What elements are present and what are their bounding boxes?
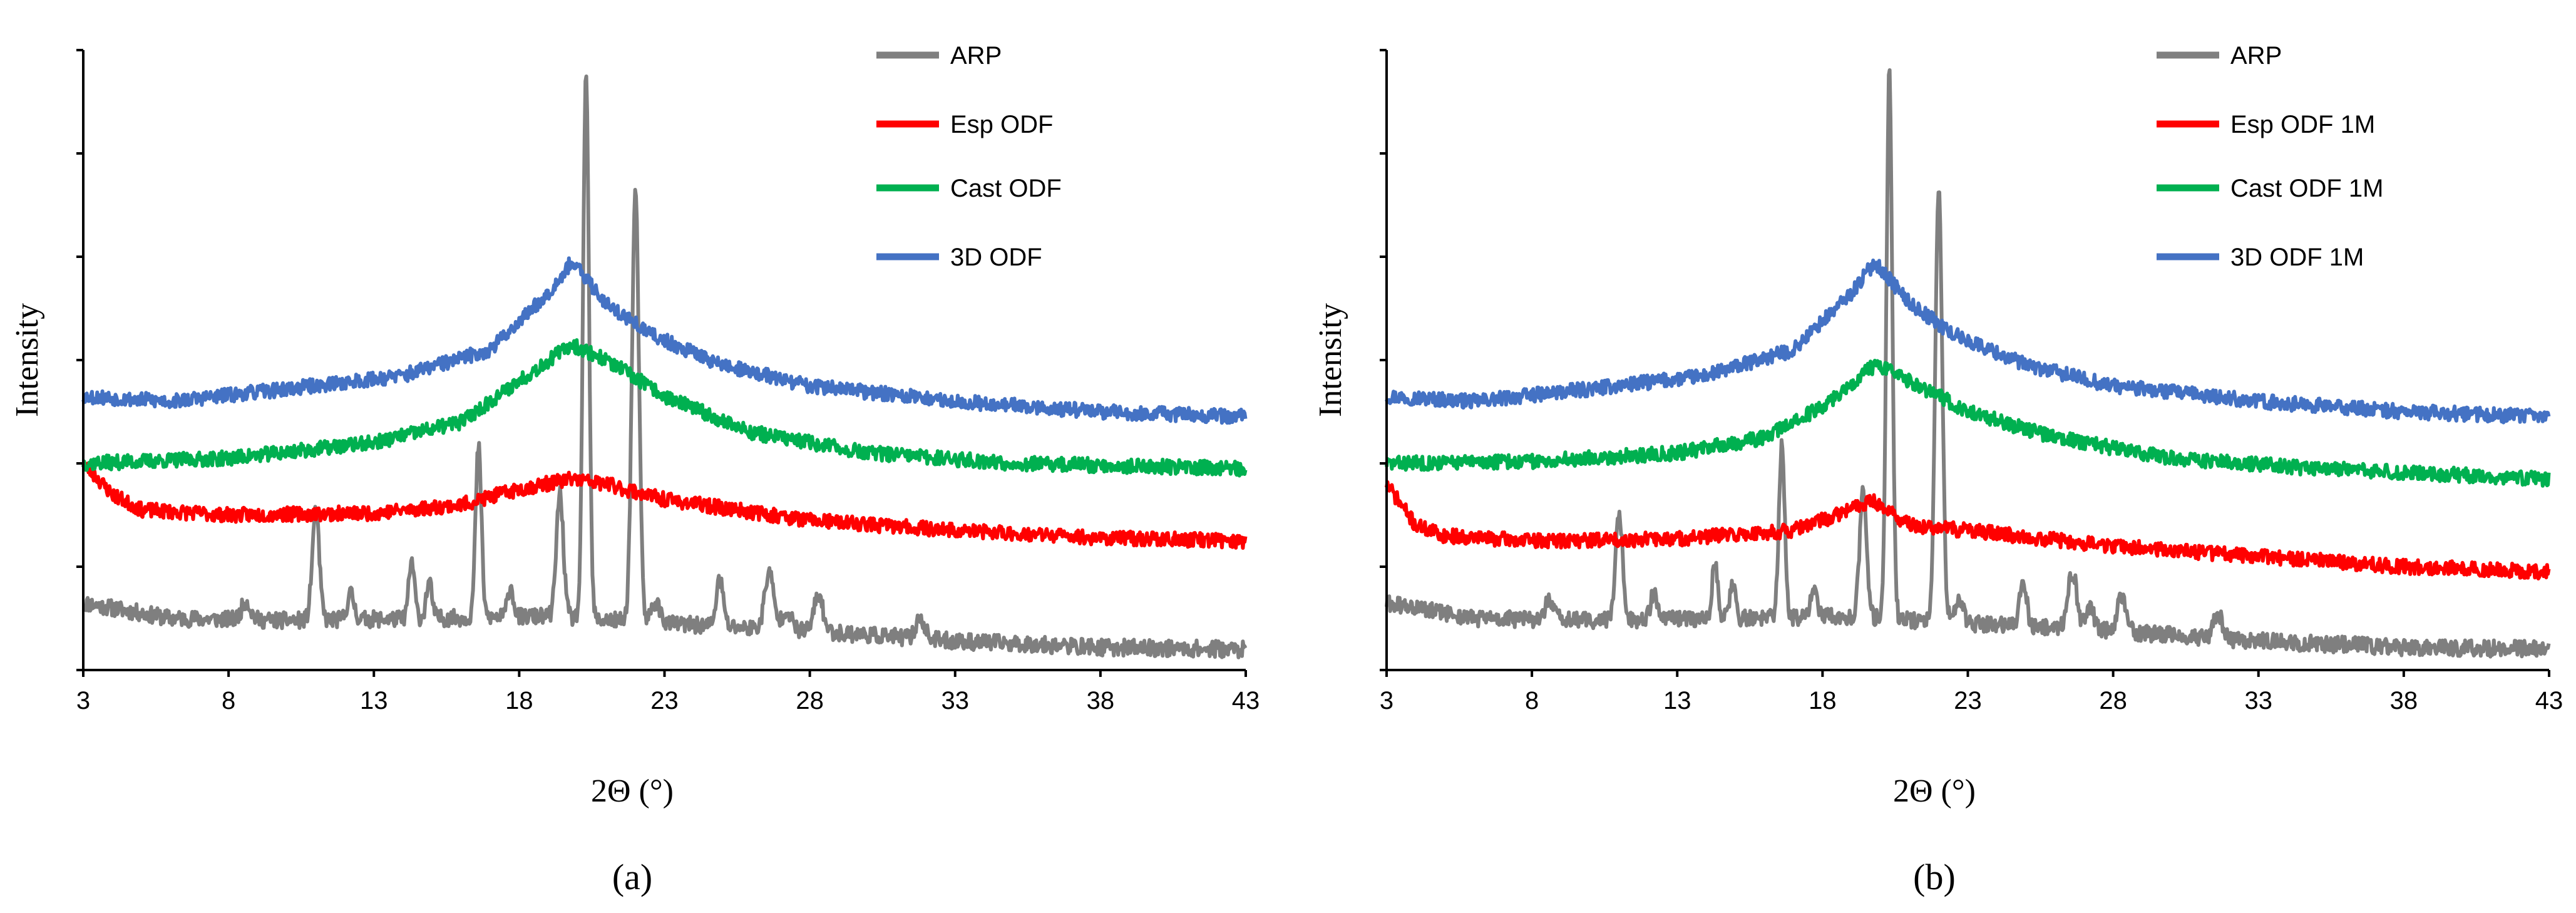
- series-line-3d-odf: [81, 256, 1248, 425]
- x-tick-label: 28: [796, 687, 824, 714]
- panel-a-x-ticks: [82, 670, 1247, 677]
- x-tick-label: 38: [1087, 687, 1115, 714]
- series-line-arp: [82, 75, 1248, 659]
- x-tick-label: 3: [1380, 687, 1393, 714]
- panel-b-x-ticks: [1385, 670, 2550, 677]
- legend-label-3d-odf: 3D ODF: [950, 244, 1042, 271]
- x-tick-label: 38: [2390, 687, 2418, 714]
- x-tick-label: 28: [2099, 687, 2127, 714]
- panel-b-label: (b): [1913, 857, 1956, 897]
- x-tick-label: 18: [505, 687, 533, 714]
- x-tick-label: 23: [1954, 687, 1982, 714]
- legend-label-esp-odf-1m: Esp ODF 1M: [2230, 111, 2375, 138]
- panel-b-legend: ARP Esp ODF 1M Cast ODF 1M 3D ODF 1M: [2157, 42, 2383, 271]
- legend-label-arp: ARP: [2230, 42, 2282, 70]
- panel-a-x-axis-title: 2Θ (°): [591, 773, 674, 809]
- panel-a-legend: ARP Esp ODF Cast ODF 3D ODF: [876, 42, 1062, 271]
- x-tick-label: 13: [360, 687, 388, 714]
- panel-b-x-tick-labels: 3 8 13 18 23 28 33 38 43: [1380, 687, 2563, 714]
- x-tick-label: 8: [1525, 687, 1539, 714]
- legend-label-3d-odf-1m: 3D ODF 1M: [2230, 244, 2364, 271]
- legend-label-arp: ARP: [950, 42, 1002, 70]
- panel-a-y-ticks: [76, 49, 83, 671]
- series-line-cast-odf-1m: [1385, 358, 2551, 488]
- x-tick-label: 18: [1809, 687, 1837, 714]
- panel-a-label: (a): [612, 857, 652, 897]
- x-tick-label: 33: [942, 687, 970, 714]
- panel-a-x-tick-labels: 3 8 13 18 23 28 33 38 43: [76, 687, 1260, 714]
- panel-b-x-axis-title: 2Θ (°): [1893, 773, 1976, 809]
- legend-label-cast-odf-1m: Cast ODF 1M: [2230, 175, 2383, 202]
- panel-b-y-ticks: [1380, 49, 1387, 671]
- series-line-cast-odf: [81, 338, 1248, 478]
- panel-a-y-axis-title: Intensity: [9, 303, 45, 417]
- legend-label-cast-odf: Cast ODF: [950, 175, 1062, 202]
- panel-a: 3 8 13 18 23 28 33 38 43 Intensity 2Θ (°) (a) AR…: [9, 42, 1260, 897]
- series-line-3d-odf-1m: [1385, 258, 2551, 425]
- series-line-arp: [1385, 68, 2551, 659]
- panel-b-y-axis-title: Intensity: [1313, 303, 1348, 417]
- x-tick-label: 13: [1663, 687, 1691, 714]
- panel-b-series-group: [1385, 68, 2551, 659]
- panel-a-series-group: [81, 75, 1248, 659]
- x-tick-label: 3: [76, 687, 90, 714]
- legend-label-esp-odf: Esp ODF: [950, 111, 1053, 138]
- panel-b: 3 8 13 18 23 28 33 38 43 Intensity 2Θ (°) (b) AR…: [1313, 42, 2563, 897]
- x-tick-label: 43: [2535, 687, 2563, 714]
- x-tick-label: 33: [2245, 687, 2273, 714]
- series-line-esp-odf-1m: [1385, 480, 2551, 580]
- x-tick-label: 43: [1232, 687, 1260, 714]
- x-tick-label: 8: [222, 687, 235, 714]
- series-line-esp-odf: [81, 462, 1248, 550]
- x-tick-label: 23: [650, 687, 679, 714]
